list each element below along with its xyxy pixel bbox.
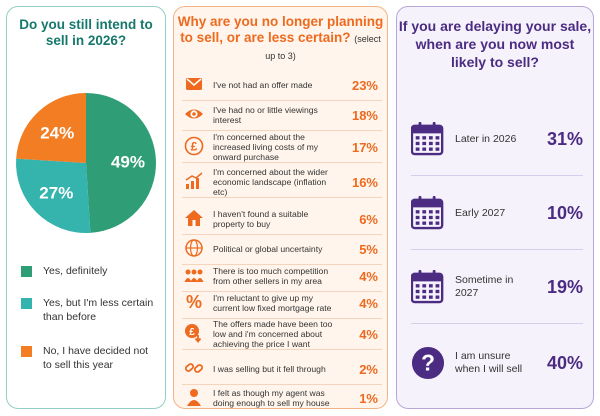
people-icon xyxy=(184,269,204,282)
reasons-subtitle: (select up to 3) xyxy=(265,34,381,61)
reason-percent: 1% xyxy=(359,390,378,406)
intent-panel: Do you still intend to sell in 2026? 49%… xyxy=(6,6,166,409)
timing-percent: 10% xyxy=(546,202,583,223)
reason-label: I haven't found a suitable property to b… xyxy=(213,209,309,229)
person-icon xyxy=(187,389,201,406)
timing-label: Later in 2026 xyxy=(455,132,517,145)
reasons-title: Why are you no longer planning to sell, … xyxy=(174,14,387,64)
pie-slice xyxy=(16,93,86,163)
divider xyxy=(182,384,382,385)
reasons-title-text: Why are you no longer planning to sell, … xyxy=(177,14,384,45)
timing-row: Sometime in 2027 19% xyxy=(409,261,587,313)
calendar-icon xyxy=(411,122,444,156)
legend-label: No, I have decided not to sell this year xyxy=(43,345,149,371)
timing-label: I am unsure when I will sell xyxy=(455,350,523,375)
pie-slice-label: 24% xyxy=(40,123,74,142)
timing-row: Later in 2026 31% xyxy=(409,113,587,165)
reason-row: I'm concerned about the wider economic l… xyxy=(182,167,382,197)
intent-pie-chart: 49% 27% 24% xyxy=(16,93,157,234)
reason-label: I was selling but it fell through xyxy=(213,364,326,374)
divider xyxy=(182,291,382,292)
reason-row: £ I'm concerned about the increased livin… xyxy=(182,132,382,162)
reason-label: I'm reluctant to give up my current low … xyxy=(213,293,332,313)
reason-row: Political or global uncertainty 5% xyxy=(182,234,382,264)
pound-down-icon: £ xyxy=(185,324,202,343)
reasons-panel: Why are you no longer planning to sell, … xyxy=(173,6,388,409)
divider xyxy=(182,197,382,198)
divider xyxy=(182,349,382,350)
bar-chart-icon xyxy=(185,172,203,189)
timing-row: ? I am unsure when I will sell 40% xyxy=(409,337,587,389)
calendar-icon xyxy=(411,196,444,230)
reason-percent: 6% xyxy=(359,211,378,227)
timing-row: Early 2027 10% xyxy=(409,187,587,239)
legend-swatch xyxy=(21,298,32,309)
reason-row: % I'm reluctant to give up my current low… xyxy=(182,288,382,318)
reason-percent: 17% xyxy=(351,139,378,155)
pound-coin-icon: £ xyxy=(184,136,204,156)
reason-row: I was selling but it fell through 2% xyxy=(182,354,382,384)
pie-slice xyxy=(86,93,157,233)
divider xyxy=(411,249,583,250)
timing-percent: 19% xyxy=(546,276,583,297)
divider xyxy=(182,100,382,101)
legend-swatch xyxy=(21,346,32,357)
house-icon xyxy=(185,210,203,226)
pie-slice-label: 27% xyxy=(39,184,73,203)
pie-slice-label: 49% xyxy=(111,153,145,172)
reason-percent: 4% xyxy=(359,268,378,284)
timing-label: Sometime in 2027 xyxy=(455,274,514,299)
reason-row: I've had no or little viewings interest 1… xyxy=(182,100,382,130)
timing-percent: 40% xyxy=(546,352,583,373)
reason-label: Political or global uncertainty xyxy=(213,244,323,254)
reason-percent: 18% xyxy=(351,107,378,123)
reason-label: I've not had an offer made xyxy=(213,80,313,90)
reason-percent: 23% xyxy=(351,77,378,93)
reason-row: I've not had an offer made 23% xyxy=(182,70,382,100)
svg-text:%: % xyxy=(186,292,202,312)
divider xyxy=(182,130,382,131)
legend-label: Yes, but I'm less certain than before xyxy=(43,297,154,323)
reason-label: I've had no or little viewings interest xyxy=(213,105,318,125)
reason-percent: 16% xyxy=(351,174,378,190)
reason-label: I'm concerned about the increased living… xyxy=(213,132,319,162)
reason-label: I felt as though my agent was doing enou… xyxy=(213,388,330,408)
percent-icon: % xyxy=(186,292,202,312)
reason-label: There is too much competition from other… xyxy=(213,266,329,286)
timing-percent: 31% xyxy=(546,128,583,149)
divider xyxy=(182,264,382,265)
timing-label: Early 2027 xyxy=(455,206,506,219)
reason-row: £ The offers made have been too low and i… xyxy=(182,319,382,349)
divider xyxy=(411,323,583,324)
reason-row: There is too much competition from other… xyxy=(182,261,382,291)
eye-icon xyxy=(185,109,203,119)
divider xyxy=(182,162,382,163)
svg-text:?: ? xyxy=(421,350,435,376)
reason-percent: 5% xyxy=(359,241,378,257)
envelope-icon xyxy=(186,78,202,90)
divider xyxy=(411,175,583,176)
reason-label: I'm concerned about the wider economic l… xyxy=(213,167,328,197)
divider xyxy=(182,318,382,319)
legend-swatch xyxy=(21,266,32,277)
globe-icon xyxy=(185,239,203,257)
reason-label: The offers made have been too low and i'… xyxy=(213,319,333,349)
reason-row: I haven't found a suitable property to b… xyxy=(182,204,382,234)
svg-text:£: £ xyxy=(189,327,195,338)
calendar-icon xyxy=(411,270,444,304)
intent-title: Do you still intend to sell in 2026? xyxy=(19,17,153,48)
timing-title: If you are delaying your sale, when are … xyxy=(398,18,592,70)
broken-link-icon xyxy=(184,363,204,373)
svg-text:£: £ xyxy=(191,140,198,154)
reason-percent: 4% xyxy=(359,326,378,342)
reason-percent: 4% xyxy=(359,295,378,311)
pie-slice xyxy=(16,158,91,234)
legend-label: Yes, definitely xyxy=(43,265,108,277)
divider xyxy=(182,234,382,235)
reason-percent: 2% xyxy=(359,361,378,377)
question-icon: ? xyxy=(411,346,445,380)
reason-row: I felt as though my agent was doing enou… xyxy=(182,383,382,413)
timing-panel: If you are delaying your sale, when are … xyxy=(396,6,594,409)
